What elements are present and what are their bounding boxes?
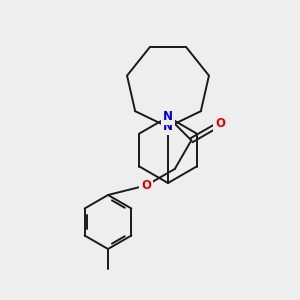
Text: O: O <box>215 117 225 130</box>
Text: N: N <box>163 110 173 124</box>
Text: N: N <box>163 121 173 134</box>
Text: O: O <box>141 179 151 192</box>
